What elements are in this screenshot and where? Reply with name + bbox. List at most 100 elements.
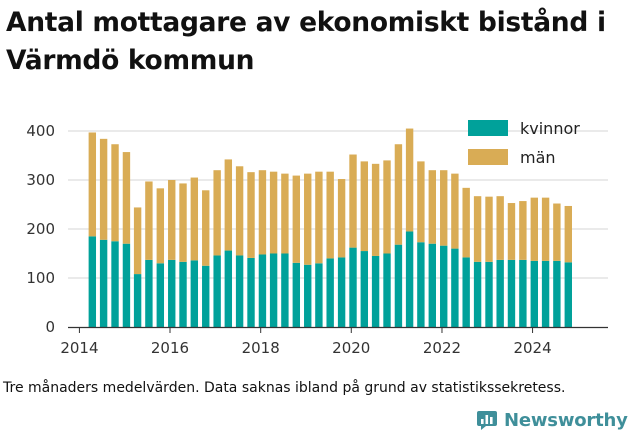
bar-man xyxy=(371,163,380,256)
x-tick-label: 2018 xyxy=(242,339,280,355)
bar-man xyxy=(530,197,538,261)
y-tick-label: 0 xyxy=(45,318,55,336)
bar-man xyxy=(473,196,482,262)
bar-man xyxy=(304,173,312,265)
bar-kvinnor xyxy=(519,259,527,327)
legend-swatch xyxy=(468,120,508,136)
x-tick-label: 2016 xyxy=(151,339,189,355)
bar-man xyxy=(462,187,470,258)
caption: Tre månaders medelvärden. Data saknas ib… xyxy=(3,380,566,396)
bar-man xyxy=(394,144,403,245)
chart: 0 100 200 300 400 2014 2016 2018 2020 2022 2024 kv… xyxy=(26,119,608,355)
bar-kvinnor xyxy=(235,255,244,327)
bar-kvinnor xyxy=(122,243,131,327)
newsworthy-logo[interactable]: Newsworthy xyxy=(476,409,628,431)
y-tick-label: 300 xyxy=(26,171,55,189)
y-tick-label: 100 xyxy=(26,269,55,287)
bar-man xyxy=(281,173,289,254)
bar-kvinnor xyxy=(269,253,278,327)
bar-kvinnor xyxy=(202,265,210,327)
legend-swatch xyxy=(468,149,508,165)
bar-kvinnor xyxy=(553,260,561,327)
bar-kvinnor xyxy=(213,255,221,327)
bar-man xyxy=(122,152,131,244)
bar-man xyxy=(292,175,301,263)
bar-kvinnor xyxy=(190,260,199,327)
bar-man xyxy=(168,180,176,260)
bar-man xyxy=(190,177,199,261)
bar-kvinnor xyxy=(337,257,346,327)
bar-kvinnor xyxy=(133,274,142,327)
legend-label: män xyxy=(520,148,556,167)
bar-man xyxy=(269,171,278,254)
axes: 0 100 200 300 400 2014 2016 2018 2020 2022 2024 xyxy=(26,122,608,355)
bar-man xyxy=(553,203,561,261)
bar-kvinnor xyxy=(428,243,437,327)
bar-kvinnor xyxy=(224,250,233,327)
bar-man xyxy=(88,132,97,237)
bar-chart-logo-icon xyxy=(477,411,497,430)
bar-man xyxy=(111,144,119,242)
bar-kvinnor xyxy=(417,242,425,327)
bar-kvinnor xyxy=(405,231,414,327)
bar-kvinnor xyxy=(360,251,369,327)
bar-man xyxy=(428,170,437,244)
bar-kvinnor xyxy=(541,260,550,327)
brand-name: Newsworthy xyxy=(504,409,628,431)
bar-kvinnor xyxy=(440,245,448,327)
bar-man xyxy=(507,203,516,260)
bar-man xyxy=(235,166,244,256)
bar-kvinnor xyxy=(168,259,176,327)
bar-kvinnor xyxy=(485,261,493,327)
bar-man xyxy=(405,128,414,232)
bar-kvinnor xyxy=(179,261,187,327)
bar-kvinnor xyxy=(394,244,403,327)
bar-man xyxy=(349,154,357,248)
bar-man xyxy=(541,197,550,261)
y-tick-label: 200 xyxy=(26,220,55,238)
bar-man xyxy=(224,159,233,251)
bar-kvinnor xyxy=(326,258,334,327)
bar-man xyxy=(519,201,527,260)
bar-kvinnor xyxy=(349,247,357,327)
bar-kvinnor xyxy=(258,254,267,327)
bars xyxy=(88,128,572,327)
bar-man xyxy=(485,196,493,262)
bar-kvinnor xyxy=(111,241,119,327)
bar-man xyxy=(133,207,142,275)
chart-title: Antal mottagare av ekonomiskt bistånd i … xyxy=(6,7,606,76)
bar-kvinnor xyxy=(156,263,165,327)
bar-kvinnor xyxy=(315,263,323,327)
bar-man xyxy=(383,160,391,254)
bar-man xyxy=(213,170,221,256)
bar-man xyxy=(315,171,323,264)
x-tick-label: 2024 xyxy=(513,339,551,355)
bar-kvinnor xyxy=(281,253,289,327)
x-tick-label: 2014 xyxy=(60,339,98,355)
bar-man xyxy=(417,161,425,243)
legend-label: kvinnor xyxy=(520,119,580,138)
bar-kvinnor xyxy=(247,257,255,327)
bar-man xyxy=(440,170,448,246)
bar-kvinnor xyxy=(462,257,470,327)
x-tick-label: 2022 xyxy=(423,339,461,355)
bar-man xyxy=(496,196,504,260)
bar-kvinnor xyxy=(99,239,108,327)
bar-kvinnor xyxy=(292,262,301,327)
bar-man xyxy=(360,161,369,252)
bar-kvinnor xyxy=(564,262,572,327)
bar-man xyxy=(337,179,346,258)
bar-man xyxy=(564,205,572,263)
bar-kvinnor xyxy=(473,261,482,327)
bar-man xyxy=(258,170,267,255)
bar-man xyxy=(145,181,153,260)
bar-man xyxy=(202,190,210,266)
legend: kvinnor män xyxy=(468,119,580,167)
bar-kvinnor xyxy=(88,236,97,327)
bar-kvinnor xyxy=(451,248,459,327)
bar-kvinnor xyxy=(496,259,504,327)
bar-kvinnor xyxy=(145,259,153,327)
x-tick-label: 2020 xyxy=(332,339,370,355)
bar-man xyxy=(451,173,459,249)
bar-man xyxy=(179,183,187,262)
